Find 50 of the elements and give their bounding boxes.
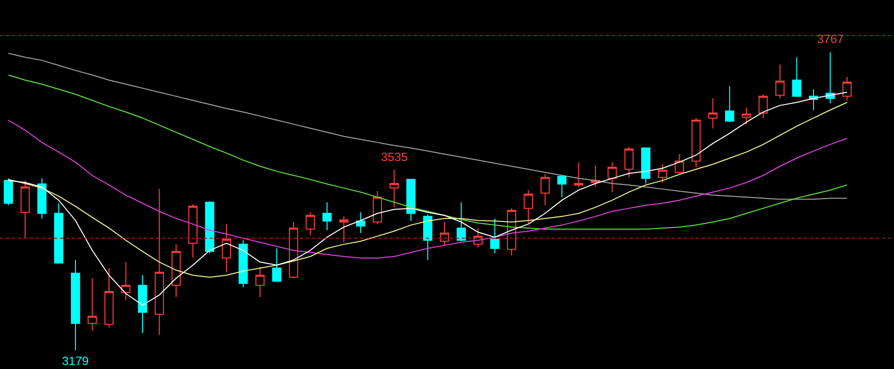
candlestick [490, 218, 500, 254]
candlestick [37, 178, 47, 219]
candlestick [188, 204, 198, 258]
candlestick [138, 274, 148, 334]
candlestick [641, 148, 650, 184]
candlestick [608, 162, 617, 193]
candlestick [205, 200, 214, 254]
candlestick [4, 178, 13, 206]
candlestick [339, 216, 348, 243]
candlestick [272, 248, 282, 282]
candlestick [423, 214, 432, 261]
candlestick [725, 86, 734, 123]
candlestick [742, 106, 752, 125]
candlestick [691, 118, 701, 168]
candlestick [255, 266, 265, 298]
candlestick [658, 164, 668, 183]
candlestick [390, 169, 399, 208]
candlestick [406, 178, 416, 222]
candlestick [557, 174, 566, 198]
candlestick [792, 56, 802, 97]
annotation: 3767 [817, 32, 844, 46]
candlestick [154, 188, 164, 336]
candlestick [524, 190, 533, 224]
candlestick [540, 174, 550, 206]
candlestick [708, 98, 718, 129]
candlestick [222, 224, 232, 273]
candlestick [238, 240, 248, 288]
candlestick [674, 154, 684, 174]
candlestick [842, 76, 852, 101]
candlestick [104, 268, 114, 328]
candlestick [70, 260, 80, 351]
candlestick [775, 64, 785, 99]
candlestick [440, 222, 450, 246]
candlestick [372, 190, 382, 225]
candlestick [88, 278, 97, 331]
candlestick [758, 94, 768, 119]
candlestick [456, 202, 466, 242]
candlestick [306, 212, 315, 236]
candlestick [20, 180, 30, 239]
candlestick [121, 262, 130, 301]
candlestick [54, 202, 64, 264]
candlestick [322, 202, 332, 231]
candlestick [826, 52, 835, 104]
annotation: 3179 [62, 354, 90, 368]
annotation: 3535 [381, 150, 408, 164]
candlestick [288, 222, 298, 279]
candlestick [172, 244, 181, 298]
candlestick [574, 162, 584, 188]
candlestick [356, 212, 366, 234]
candlestick [624, 146, 634, 178]
